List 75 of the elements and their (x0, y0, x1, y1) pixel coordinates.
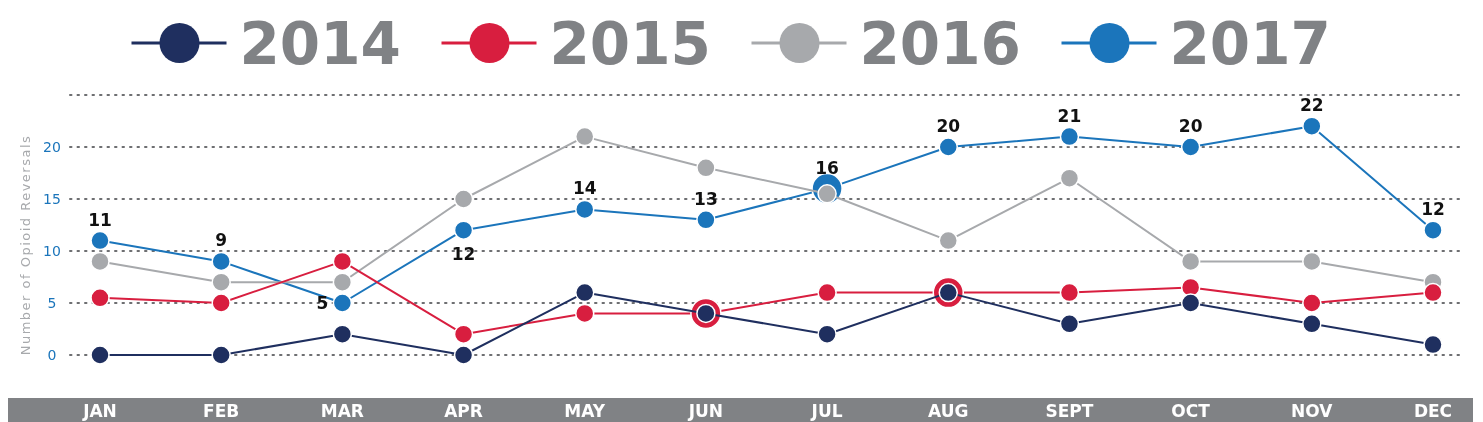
legend-label: 2016 (859, 10, 1021, 78)
point (211, 293, 231, 313)
point (1180, 277, 1201, 298)
legend-label: 2015 (549, 10, 711, 78)
point (332, 293, 353, 313)
point (332, 272, 353, 292)
x-tick-label: FEB (203, 401, 240, 421)
point (574, 282, 595, 303)
y-axis-title: Number of Opioid Reversals (18, 134, 33, 356)
point (211, 272, 231, 292)
point (1059, 126, 1080, 147)
point (938, 230, 959, 251)
point (1059, 168, 1080, 188)
point (574, 126, 595, 147)
point (453, 345, 474, 365)
point (1423, 282, 1443, 303)
point (211, 251, 231, 272)
point (332, 324, 353, 344)
x-tick-label: OCT (1171, 401, 1211, 421)
point (1302, 293, 1322, 313)
data-label: 21 (1057, 105, 1082, 126)
point (90, 251, 110, 272)
data-label: 13 (694, 188, 718, 209)
y-tick-label: 20 (43, 139, 61, 155)
x-tick-label: MAR (320, 401, 364, 421)
x-tick-label: MAY (564, 401, 606, 421)
y-tick-label: 15 (43, 191, 61, 207)
x-tick-label: SEPT (1045, 401, 1094, 421)
point (211, 345, 231, 365)
data-label: 5 (316, 293, 329, 313)
data-label: 22 (1299, 95, 1324, 116)
point (1180, 137, 1201, 157)
point (938, 137, 959, 157)
data-label: 16 (815, 157, 839, 178)
point (1059, 282, 1080, 303)
x-tick-label: APR (444, 401, 483, 421)
point (453, 220, 474, 240)
point (453, 189, 474, 209)
y-tick-label: 10 (43, 243, 61, 259)
point (1423, 334, 1443, 355)
data-label: 20 (936, 116, 961, 136)
data-label: 9 (215, 230, 228, 251)
point (574, 199, 595, 220)
legend-label: 2014 (239, 10, 401, 78)
point (90, 230, 110, 251)
data-label: 12 (1421, 199, 1445, 220)
point (574, 303, 595, 324)
data-label: 12 (451, 244, 476, 265)
point (1180, 293, 1201, 313)
point (1302, 116, 1322, 136)
point (1302, 314, 1322, 334)
point (817, 282, 837, 303)
x-tick-label: JUN (687, 401, 724, 421)
data-label: 20 (1178, 116, 1203, 136)
x-tick-label: JAN (82, 401, 117, 421)
point (1302, 251, 1322, 272)
legend-label: 2017 (1169, 10, 1331, 78)
x-tick-label: AUG (928, 401, 969, 421)
point (696, 158, 716, 178)
point (453, 324, 474, 344)
x-tick-label: DEC (1413, 401, 1453, 421)
data-label: 14 (572, 178, 597, 199)
x-tick-label: JUL (810, 401, 843, 421)
point (90, 288, 110, 308)
point (696, 210, 716, 230)
data-label: 11 (88, 209, 112, 230)
y-tick-label: 5 (47, 295, 57, 311)
point (332, 251, 353, 272)
point (90, 345, 110, 365)
point (817, 324, 837, 344)
point (1180, 251, 1201, 272)
y-tick-label: 0 (47, 347, 57, 363)
point (1423, 220, 1443, 240)
point (1059, 314, 1080, 334)
x-tick-label: NOV (1291, 401, 1334, 421)
